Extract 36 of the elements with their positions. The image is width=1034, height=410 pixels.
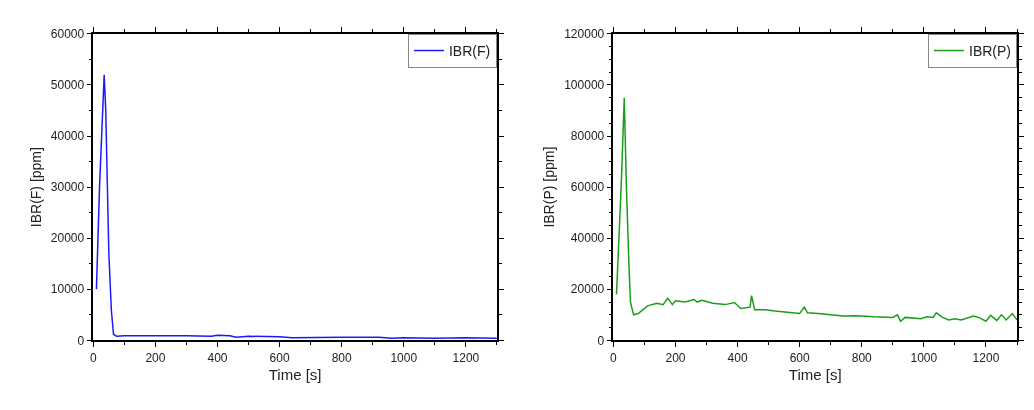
y-tick-label: 0 <box>77 333 85 348</box>
y-tick-label: 20000 <box>50 231 85 246</box>
x-tick-label: 1000 <box>910 350 938 365</box>
x-tick-label: 400 <box>207 350 228 365</box>
y-tick-label: 60000 <box>570 180 605 195</box>
y-tick-label: 60000 <box>50 27 85 42</box>
y-tick-label: 10000 <box>50 282 85 297</box>
line-series <box>615 97 1017 322</box>
y-tick-label: 100000 <box>564 78 605 93</box>
y-axis-title: IBR(P) [ppm] <box>541 146 558 228</box>
legend-label: IBR(F) <box>448 42 491 59</box>
x-axis-title: Time [s] <box>268 366 322 384</box>
y-tick-label: 50000 <box>50 78 85 93</box>
x-tick-label: 800 <box>851 350 873 365</box>
y-tick-label: 120000 <box>564 27 605 42</box>
x-tick-label: 1000 <box>390 350 418 365</box>
x-tick-label: 200 <box>145 350 166 365</box>
y-tick-label: 30000 <box>50 180 85 195</box>
x-tick-label: 0 <box>89 350 97 365</box>
y-tick-label: 40000 <box>50 129 85 144</box>
x-tick-label: 600 <box>269 350 290 365</box>
y-tick-label: 40000 <box>570 231 605 246</box>
x-tick-label: 1200 <box>452 350 480 365</box>
x-axis-title: Time [s] <box>788 366 842 384</box>
x-tick-label: 800 <box>331 350 353 365</box>
x-tick-label: 0 <box>610 350 618 365</box>
x-tick-label: 1200 <box>972 350 1000 365</box>
legend-label: IBR(P) <box>969 42 1011 59</box>
y-tick-label: 20000 <box>570 282 605 297</box>
y-axis-title: IBR(F) [ppm] <box>27 147 44 228</box>
y-tick-label: 80000 <box>570 129 605 144</box>
y-tick-label: 0 <box>597 333 605 348</box>
x-tick-label: 200 <box>665 350 686 365</box>
x-tick-label: 400 <box>727 350 748 365</box>
line-series <box>95 74 497 340</box>
x-tick-label: 600 <box>789 350 810 365</box>
